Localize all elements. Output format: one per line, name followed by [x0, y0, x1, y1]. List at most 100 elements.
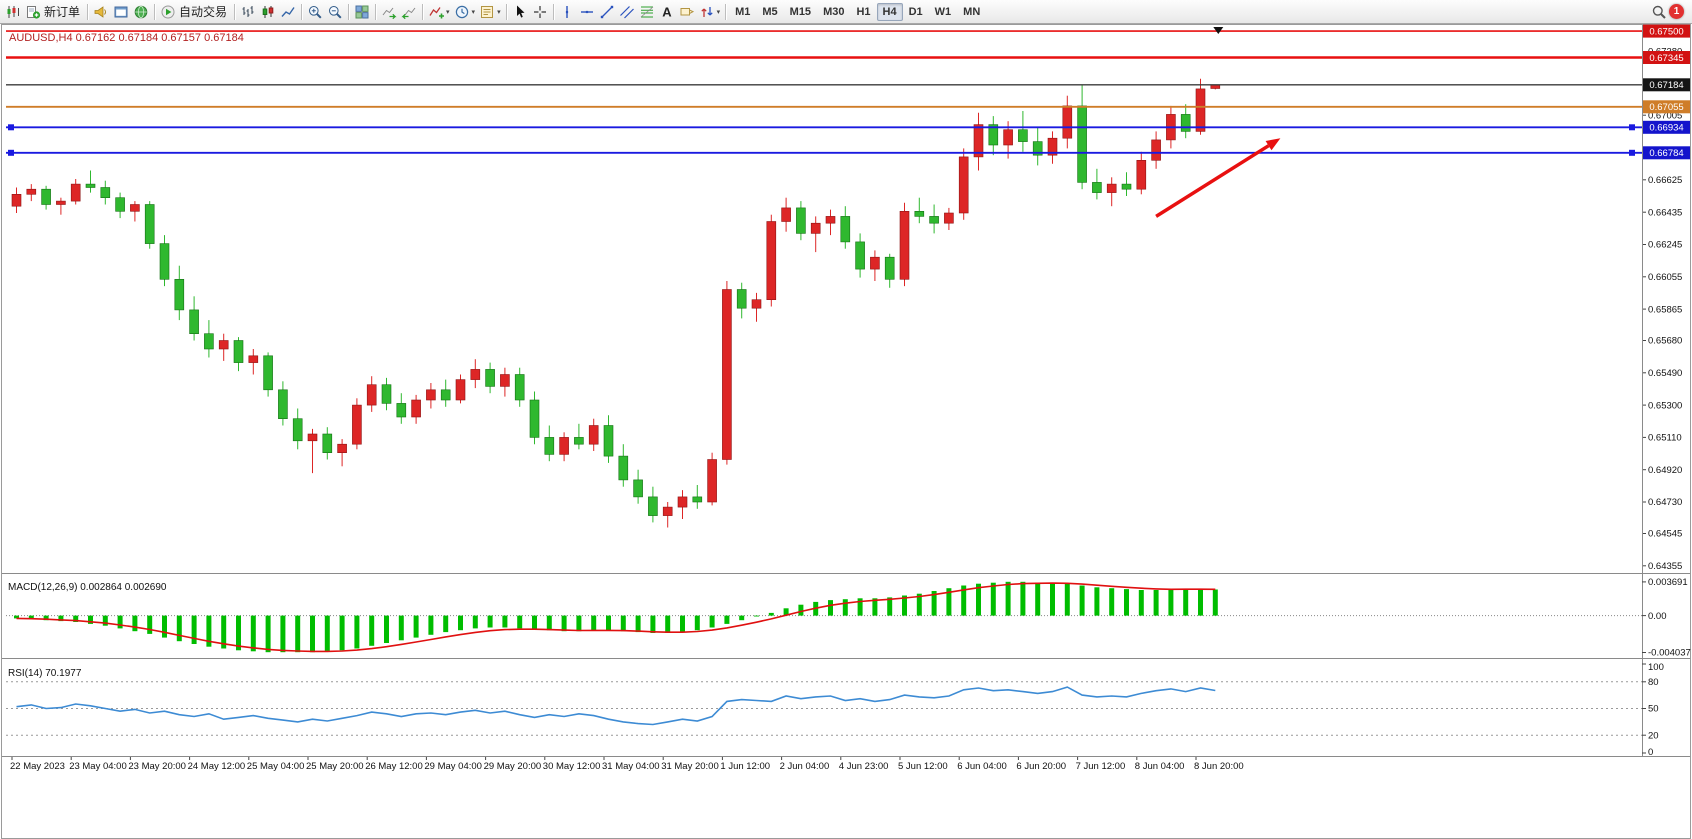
periods-button[interactable]: ▾	[452, 2, 478, 22]
bar-chart-button[interactable]	[238, 2, 258, 22]
price-tag	[1643, 78, 1690, 92]
hline-0.66784[interactable]: 0.66784	[6, 146, 1690, 160]
text-button[interactable]: A	[657, 2, 677, 22]
svg-text:-0.004037: -0.004037	[1648, 648, 1691, 659]
tile-windows-button[interactable]	[352, 2, 372, 22]
svg-text:0.67005: 0.67005	[1648, 110, 1682, 121]
svg-text:0.65490: 0.65490	[1648, 368, 1682, 379]
svg-text:6 Jun 04:00: 6 Jun 04:00	[957, 761, 1007, 772]
svg-text:0.66784: 0.66784	[1649, 148, 1683, 159]
auto-trading-button[interactable]: 自动交易	[158, 2, 231, 22]
svg-text:31 May 20:00: 31 May 20:00	[661, 761, 719, 772]
svg-text:0.66245: 0.66245	[1648, 240, 1682, 251]
chart-shift-button[interactable]	[399, 2, 419, 22]
hline-0.66934[interactable]: 0.66934	[6, 120, 1690, 134]
timeframe-m5-button[interactable]: M5	[762, 5, 778, 18]
vertical-line-button[interactable]	[557, 2, 577, 22]
time-axis[interactable]: 22 May 2023 23 May 04:00 23 May 20:00 24 Ma…	[10, 756, 1244, 772]
line-handle[interactable]	[8, 149, 14, 156]
fibonacci-button[interactable]	[637, 2, 657, 22]
svg-text:23 May 04:00: 23 May 04:00	[69, 761, 127, 772]
toolbar: 新订单 自动交易 ▾ ▾ ▾ A ▾ M1 M5 M15 M30 H1 H4 D1 W1 MN 1	[0, 0, 1692, 24]
crosshair-button[interactable]	[530, 2, 550, 22]
timeframe-w1-button[interactable]: W1	[934, 5, 952, 18]
hline-0.67345[interactable]: 0.67345	[6, 51, 1690, 64]
arrows-button[interactable]: ▾	[697, 2, 723, 22]
toolbar-separator	[154, 3, 156, 20]
line-mode-icon	[281, 6, 295, 17]
horn-icon	[94, 5, 107, 18]
svg-text:0.67345: 0.67345	[1649, 53, 1683, 64]
toolbar-separator	[87, 3, 89, 20]
svg-text:0.00: 0.00	[1648, 611, 1667, 622]
svg-text:0.67184: 0.67184	[1649, 80, 1683, 91]
svg-text:0.66934: 0.66934	[1649, 123, 1683, 134]
timeframe-d1-button[interactable]: D1	[908, 5, 923, 18]
svg-text:23 May 20:00: 23 May 20:00	[128, 761, 186, 772]
symbols-chart-button[interactable]	[3, 2, 23, 22]
dropdown-caret-icon: ▾	[446, 8, 450, 16]
candlestick-chart-button[interactable]	[258, 2, 278, 22]
cursor-icon	[516, 5, 525, 18]
bars-mode-icon	[242, 5, 254, 17]
svg-text:24 May 12:00: 24 May 12:00	[188, 761, 246, 772]
indicators-button[interactable]: ▾	[426, 2, 452, 22]
macd-label: MACD(12,26,9) 0.002864 0.002690	[8, 582, 167, 593]
equidistant-channel-button[interactable]	[617, 2, 637, 22]
timeframe-h1-button[interactable]: H1	[856, 5, 871, 18]
zoom-out-button[interactable]	[325, 2, 345, 22]
toolbar-separator	[422, 3, 424, 20]
chart-area[interactable]: 0.673800.670050.666250.664350.662450.660…	[0, 24, 1692, 839]
zoom-in-button[interactable]	[305, 2, 325, 22]
line-handle[interactable]	[8, 124, 14, 131]
svg-text:25 May 04:00: 25 May 04:00	[247, 761, 305, 772]
globe-icon	[134, 5, 148, 18]
window-icon	[114, 6, 128, 17]
svg-text:0.65865: 0.65865	[1648, 304, 1682, 315]
search-button[interactable]	[1649, 2, 1669, 22]
timeframe-mn-button[interactable]: MN	[963, 5, 981, 18]
cursor-button[interactable]	[510, 2, 530, 22]
timeframe-m15-button[interactable]: M15	[789, 5, 812, 18]
svg-text:30 May 12:00: 30 May 12:00	[543, 761, 601, 772]
price-axis[interactable]: 0.673800.670050.666250.664350.662450.660…	[1642, 47, 1682, 572]
line-handle[interactable]	[1629, 149, 1635, 156]
zoom-out-icon	[329, 5, 342, 19]
timeframe-m1-button[interactable]: M1	[735, 5, 751, 18]
rsi-pane: 100 80 50 20 0 RSI(14) 70.1977	[6, 662, 1664, 758]
line-chart-button[interactable]	[278, 2, 298, 22]
notification-badge[interactable]: 1	[1669, 4, 1684, 19]
hline-0.67500[interactable]: 0.67500	[6, 24, 1690, 38]
new-order-button[interactable]: 新订单	[23, 2, 84, 22]
timeframe-h4-button[interactable]: H4	[876, 2, 903, 21]
auto-scroll-button[interactable]	[379, 2, 399, 22]
price-tag	[1643, 120, 1690, 134]
hline-0.67055[interactable]: 0.67055	[6, 100, 1690, 114]
horizontal-line-button[interactable]	[577, 2, 597, 22]
timeframe-m30-button[interactable]: M30	[823, 5, 845, 18]
label-icon	[680, 7, 694, 15]
search-icon	[1652, 5, 1666, 19]
new-chart-button[interactable]	[111, 2, 131, 22]
indicator-add-icon	[429, 6, 445, 18]
templates-button[interactable]: ▾	[477, 2, 503, 22]
svg-text:2 Jun 04:00: 2 Jun 04:00	[780, 761, 830, 772]
svg-text:4 Jun 23:00: 4 Jun 23:00	[839, 761, 889, 772]
chart-header: AUDUSD,H4 0.67162 0.67184 0.67157 0.6718…	[9, 32, 244, 44]
toolbar-separator	[234, 3, 236, 20]
svg-text:0.64545: 0.64545	[1648, 529, 1682, 540]
market-watch-button[interactable]	[131, 2, 151, 22]
new-order-button-label: 新订单	[44, 5, 81, 19]
line-handle[interactable]	[1629, 124, 1635, 131]
alerts-button[interactable]	[91, 2, 111, 22]
trend-arrow[interactable]	[1155, 138, 1281, 218]
down-arrow-marker[interactable]	[1213, 27, 1224, 34]
hline-0.67184[interactable]: 0.67184	[6, 78, 1690, 92]
text-label-button[interactable]	[677, 2, 697, 22]
svg-text:22 May 2023: 22 May 2023	[10, 761, 65, 772]
trendline-button[interactable]	[597, 2, 617, 22]
svg-text:26 May 12:00: 26 May 12:00	[365, 761, 423, 772]
svg-text:5 Jun 12:00: 5 Jun 12:00	[898, 761, 948, 772]
candles-mode-icon	[262, 5, 274, 18]
svg-text:100: 100	[1648, 662, 1664, 673]
